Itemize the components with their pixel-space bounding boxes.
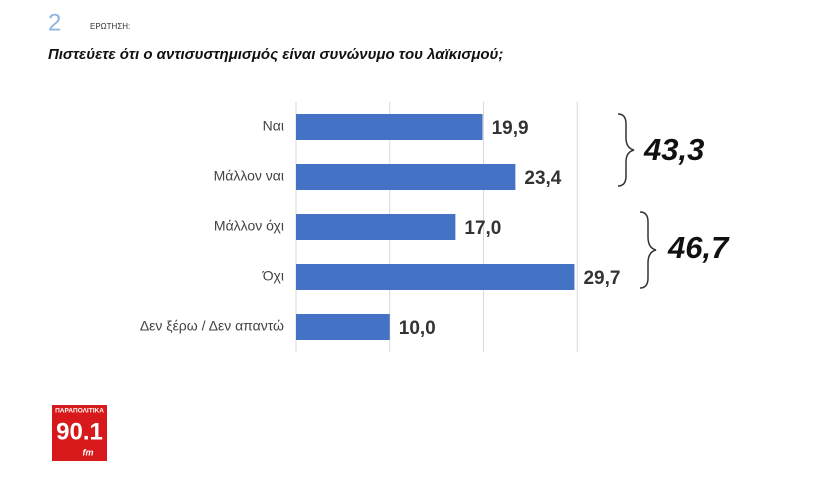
bar (296, 314, 390, 340)
logo-sub: fm (83, 447, 94, 457)
brace (639, 211, 657, 289)
value-label: 23,4 (524, 168, 561, 189)
logo-top: ΠΑΡΑΠΟΛΙΤΙΚΑ (55, 408, 104, 415)
value-label: 29,7 (583, 268, 620, 289)
bar (296, 114, 483, 140)
value-label: 19,9 (492, 118, 529, 139)
category-label: Δεν ξέρω / Δεν απαντώ (140, 318, 284, 334)
value-label: 17,0 (464, 218, 501, 239)
question-label: ΕΡΩΤΗΣΗ: (90, 22, 130, 31)
bar (296, 164, 516, 190)
brace (617, 113, 635, 187)
chart-title: Πιστεύετε ότι ο αντισυστημισμός είναι συ… (48, 46, 503, 63)
question-number: 2 (48, 9, 61, 36)
annotation: 43,3 (643, 132, 704, 167)
category-label: Μάλλον όχι (214, 218, 284, 234)
category-label: Μάλλον ναι (214, 168, 284, 184)
value-label: 10,0 (399, 318, 436, 339)
category-label: Ναι (263, 118, 284, 134)
logo-main: 90.1 (56, 418, 103, 445)
category-label: Όχι (262, 268, 284, 284)
bar (296, 214, 456, 240)
logo-box (52, 405, 107, 461)
annotation: 46,7 (667, 230, 730, 265)
bar (296, 264, 575, 290)
